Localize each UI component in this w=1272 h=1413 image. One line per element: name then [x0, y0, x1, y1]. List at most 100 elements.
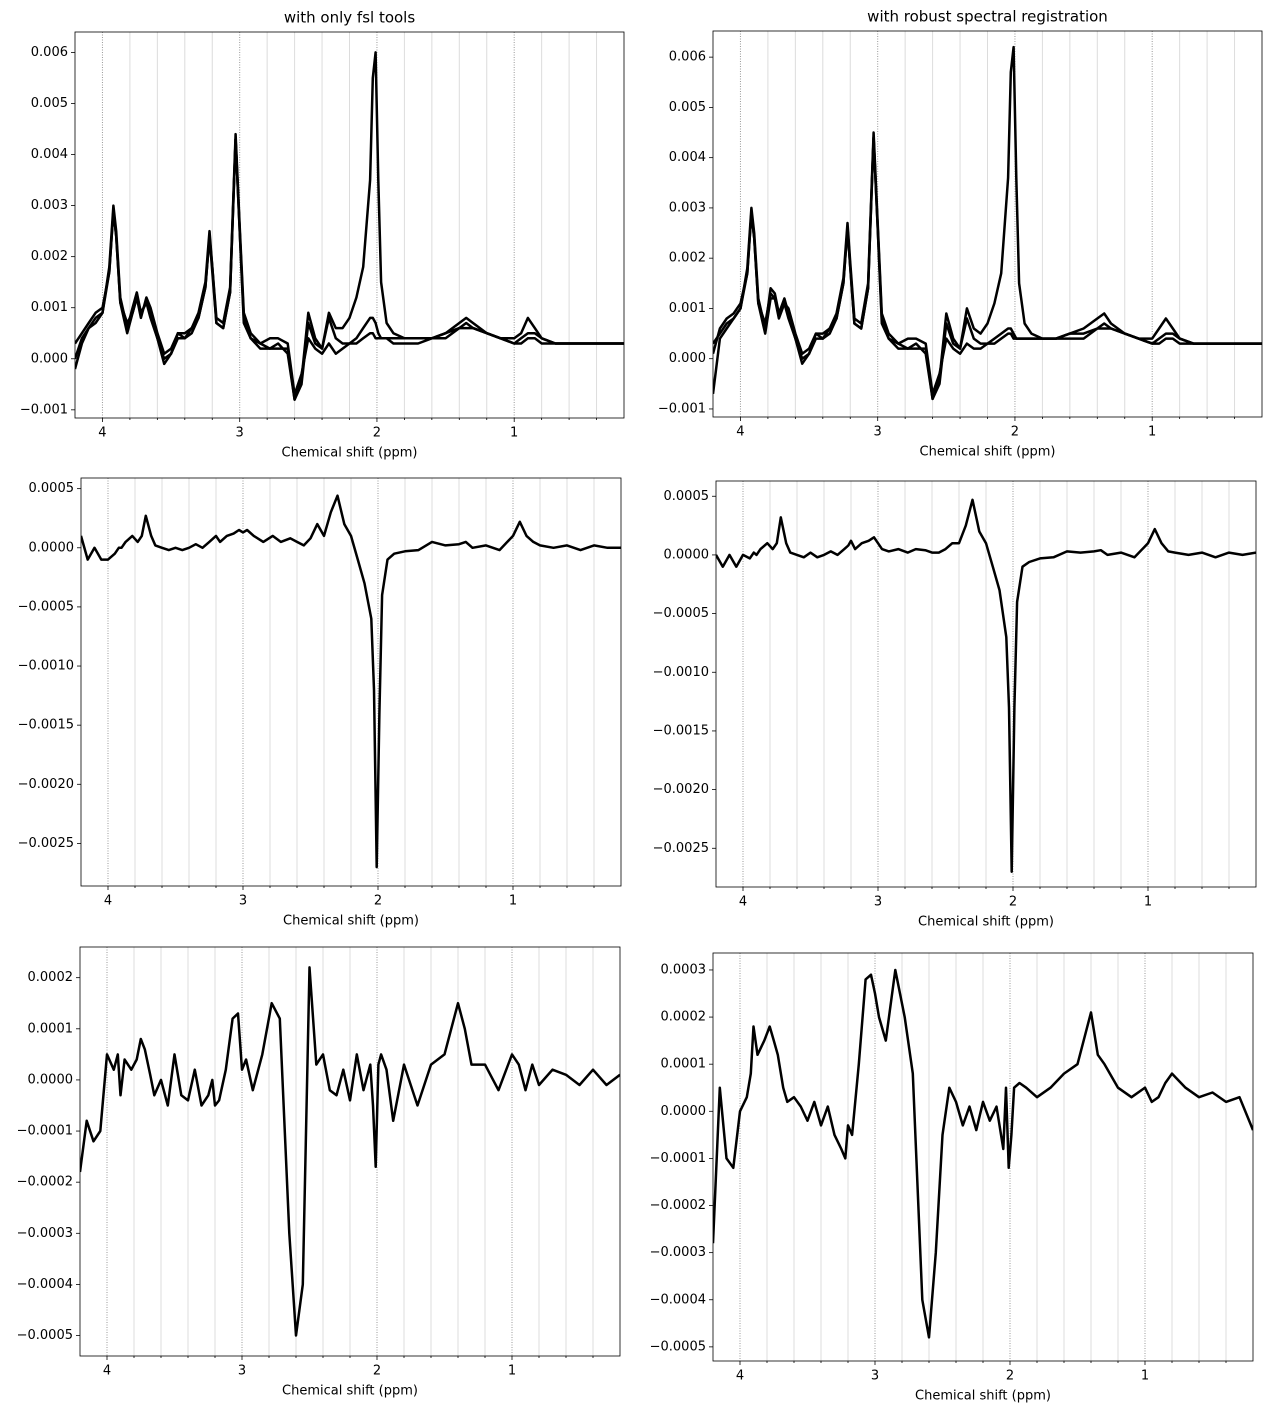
- x-tick-label: 3: [874, 425, 882, 440]
- y-tick-label: −0.0025: [653, 841, 709, 856]
- x-tick-label: 4: [736, 425, 744, 440]
- chart-title: with only fsl tools: [284, 9, 416, 27]
- y-tick-label: −0.0010: [18, 659, 74, 674]
- spectrum-line: [713, 968, 1253, 1339]
- axes-frame: [715, 480, 1257, 888]
- x-tick-label: 3: [871, 1369, 879, 1384]
- y-tick-label: −0.0001: [17, 1124, 73, 1139]
- y-tick-label: 0.001: [669, 301, 706, 316]
- x-axis-label: Chemical shift (ppm): [920, 445, 1056, 460]
- subplot: 4 3 2 1 −0.0025 −0.0020 −0.0015 −0.0010 −0.0005 0…: [18, 477, 622, 929]
- chart-title: with robust spectral registration: [867, 8, 1108, 26]
- plot-area: [716, 498, 1256, 873]
- x-tick-label: 4: [739, 895, 747, 910]
- x-tick-label: 1: [1148, 425, 1156, 440]
- y-tick-label: −0.0020: [653, 782, 709, 797]
- y-tick-label: 0.003: [31, 198, 68, 213]
- plot-area: [75, 51, 624, 401]
- subplot: 4 3 2 1 −0.001 0.000 0.001 0.002 0.003 0.004 0.005…: [658, 8, 1263, 460]
- y-tick-label: 0.0000: [664, 547, 710, 562]
- axes-frame: [74, 31, 625, 419]
- x-tick-label: 3: [236, 426, 244, 441]
- x-tick-label: 2: [374, 894, 382, 909]
- y-tick-label: 0.0000: [661, 1104, 707, 1119]
- spectrum-line: [75, 137, 624, 401]
- subplot: 4 3 2 1 −0.0025 −0.0020 −0.0015 −0.0010 −0.0005 0…: [653, 480, 1257, 930]
- x-tick-label: 1: [509, 894, 517, 909]
- x-tick-label: 2: [373, 426, 381, 441]
- y-tick-label: −0.0015: [653, 723, 709, 738]
- y-tick-label: 0.0002: [661, 1010, 707, 1025]
- x-tick-label: 4: [103, 1364, 111, 1379]
- y-tick-label: 0.003: [669, 200, 706, 215]
- x-tick-label: 1: [1144, 895, 1152, 910]
- axes-frame: [712, 952, 1254, 1362]
- y-tick-label: −0.0005: [18, 599, 74, 614]
- x-tick-label: 3: [874, 895, 882, 910]
- plot-area: [80, 966, 620, 1337]
- y-tick-label: −0.0005: [653, 606, 709, 621]
- y-tick-label: −0.0001: [650, 1151, 706, 1166]
- y-tick-label: 0.000: [669, 351, 706, 366]
- subplot: 4 3 2 1 −0.0005 −0.0004 −0.0003 −0.0002 −0.0001 0…: [650, 952, 1254, 1404]
- x-axis-label: Chemical shift (ppm): [282, 1384, 418, 1399]
- x-tick-label: 3: [239, 894, 247, 909]
- y-tick-label: 0.000: [31, 351, 68, 366]
- x-axis-label: Chemical shift (ppm): [283, 914, 419, 929]
- y-tick-label: −0.0005: [650, 1339, 706, 1354]
- y-tick-label: 0.0000: [28, 1072, 74, 1087]
- x-axis-label: Chemical shift (ppm): [282, 446, 418, 461]
- y-tick-label: 0.004: [31, 147, 68, 162]
- y-tick-label: 0.001: [31, 300, 68, 315]
- plot-area: [81, 494, 621, 869]
- plot-area: [713, 968, 1253, 1339]
- y-tick-label: −0.0004: [17, 1277, 73, 1292]
- y-tick-label: 0.002: [31, 249, 68, 264]
- y-tick-label: −0.0020: [18, 777, 74, 792]
- x-tick-label: 2: [373, 1364, 381, 1379]
- spectrum-line: [713, 136, 1262, 401]
- plot-area: [713, 45, 1262, 401]
- y-tick-label: −0.0010: [653, 665, 709, 680]
- y-tick-label: 0.0002: [28, 970, 74, 985]
- x-tick-label: 4: [736, 1369, 744, 1384]
- spectrum-line: [81, 494, 621, 869]
- y-tick-label: −0.0003: [650, 1245, 706, 1260]
- y-tick-label: −0.0005: [17, 1328, 73, 1343]
- y-tick-label: −0.0002: [17, 1175, 73, 1190]
- y-tick-label: −0.0025: [18, 836, 74, 851]
- x-axis-label: Chemical shift (ppm): [918, 915, 1054, 930]
- y-tick-label: −0.001: [20, 402, 68, 417]
- y-tick-label: −0.0003: [17, 1226, 73, 1241]
- y-tick-label: 0.0001: [28, 1021, 74, 1036]
- y-tick-label: −0.0015: [18, 718, 74, 733]
- y-tick-label: 0.002: [669, 251, 706, 266]
- x-tick-label: 4: [104, 894, 112, 909]
- y-tick-label: 0.004: [669, 150, 706, 165]
- y-tick-label: 0.0001: [661, 1057, 707, 1072]
- x-tick-label: 2: [1011, 425, 1019, 440]
- x-axis-label: Chemical shift (ppm): [915, 1389, 1051, 1404]
- y-tick-label: 0.0000: [29, 540, 75, 555]
- axes-frame: [712, 30, 1263, 418]
- x-tick-label: 1: [1141, 1369, 1149, 1384]
- y-tick-label: 0.0003: [661, 962, 707, 977]
- y-tick-label: 0.006: [31, 45, 68, 60]
- x-tick-label: 1: [508, 1364, 516, 1379]
- spectrum-line: [80, 966, 620, 1337]
- y-tick-label: 0.0005: [29, 481, 75, 496]
- y-tick-label: 0.005: [669, 100, 706, 115]
- y-tick-label: 0.0005: [664, 489, 710, 504]
- y-tick-label: −0.0004: [650, 1292, 706, 1307]
- y-tick-label: 0.006: [669, 50, 706, 65]
- x-tick-label: 3: [238, 1364, 246, 1379]
- y-tick-label: 0.005: [31, 96, 68, 111]
- spectrum-line: [716, 498, 1256, 873]
- axes-frame: [80, 477, 622, 887]
- subplot: 4 3 2 1 −0.001 0.000 0.001 0.002 0.003 0.004 0.005…: [20, 9, 625, 461]
- subplot: 4 3 2 1 −0.0005 −0.0004 −0.0003 −0.0002 −0.0001 0…: [17, 946, 621, 1399]
- x-tick-label: 2: [1009, 895, 1017, 910]
- x-tick-label: 1: [510, 426, 518, 441]
- axes-frame: [79, 946, 621, 1357]
